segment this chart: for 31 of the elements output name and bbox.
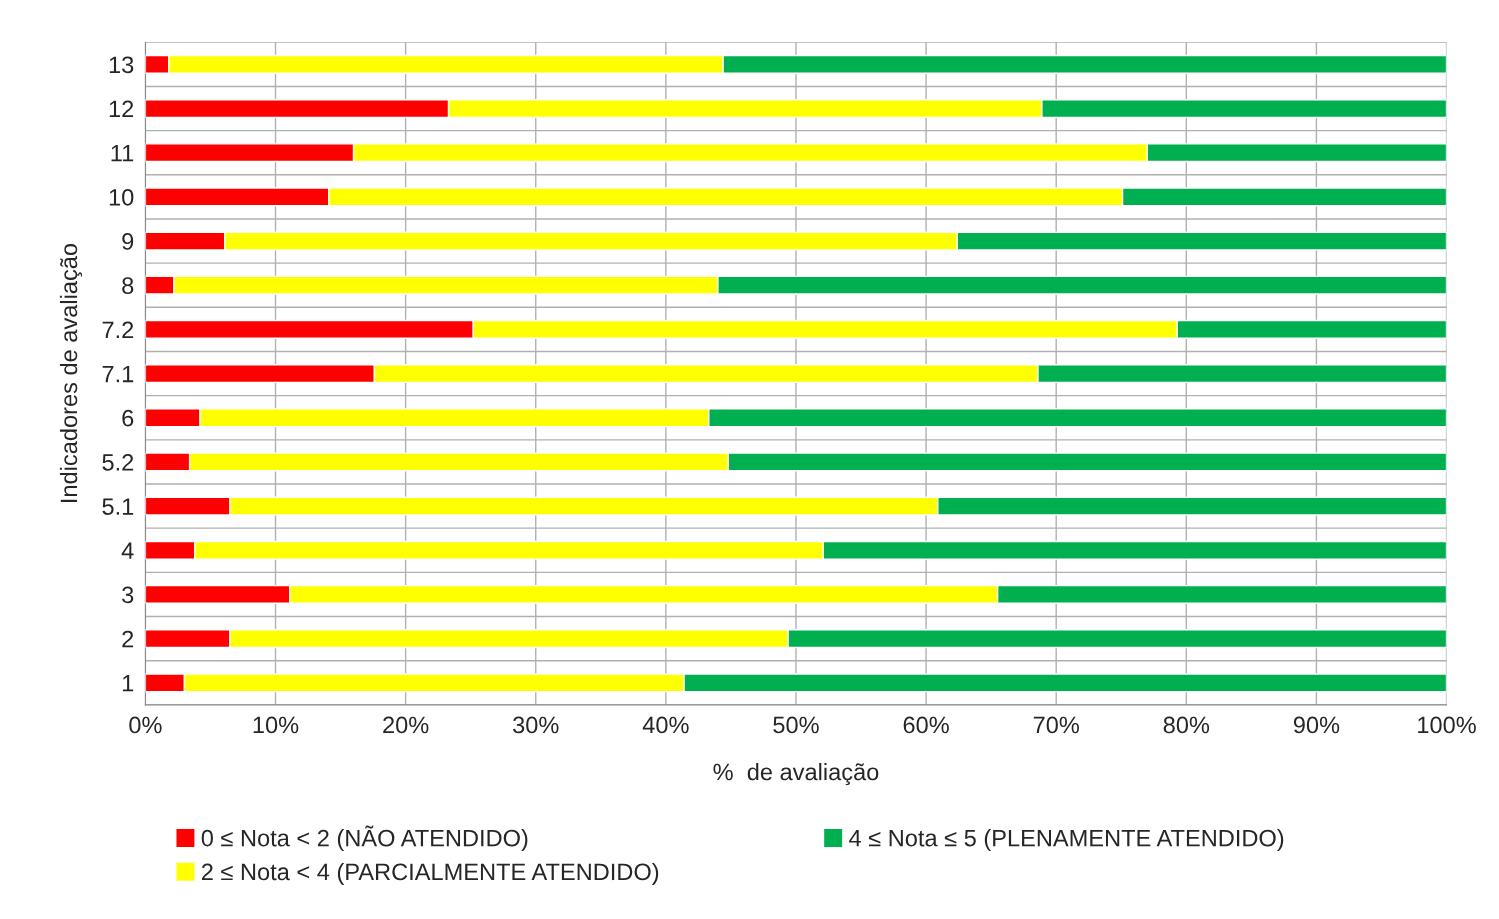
x-axis-title: % de avaliação [713, 762, 879, 786]
x-tick-label: 0% [129, 716, 162, 734]
y-tick-label: 10 [109, 188, 134, 206]
y-tick-label: 7.2 [102, 321, 134, 338]
y-tick-label: 3 [122, 586, 134, 604]
legend-label: 4 ≤ Nota ≤ 5 (PLENAMENTE ATENDIDO) [849, 829, 1284, 852]
x-tick-label: 30% [513, 716, 559, 734]
y-tick-label: 2 [122, 630, 134, 648]
y-tick-label: 13 [109, 56, 134, 74]
x-tick-label: 40% [642, 716, 689, 734]
y-tick-label: 8 [122, 277, 134, 295]
y-tick-label: 11 [111, 145, 134, 162]
x-tick-label: 80% [1163, 716, 1210, 734]
y-axis-title: Indicadores de avaliação [59, 243, 83, 502]
x-tick-label: 60% [903, 716, 949, 734]
x-tick-label: 70% [1033, 716, 1079, 734]
y-tick-label: 9 [122, 233, 134, 250]
x-tick-label: 20% [383, 716, 429, 734]
x-tick-label: 90% [1293, 716, 1340, 734]
legend-label: 2 ≤ Nota < 4 (PARCIALMENTE ATENDIDO) [201, 862, 659, 885]
y-tick-label: 6 [122, 409, 134, 427]
y-tick-label: 5.1 [102, 498, 134, 515]
y-tick-label: 7.1 [102, 365, 134, 383]
x-tick-label: 100% [1418, 716, 1476, 734]
x-tick-label: 50% [773, 716, 819, 734]
y-tick-label: 5.2 [102, 453, 134, 471]
y-tick-label: 1 [122, 675, 134, 692]
y-tick-label: 4 [121, 542, 134, 559]
legend-label: 0 ≤ Nota < 2 (NÃO ATENDIDO) [201, 825, 528, 852]
y-tick-label: 12 [109, 100, 134, 118]
x-tick-label: 10% [253, 716, 299, 734]
